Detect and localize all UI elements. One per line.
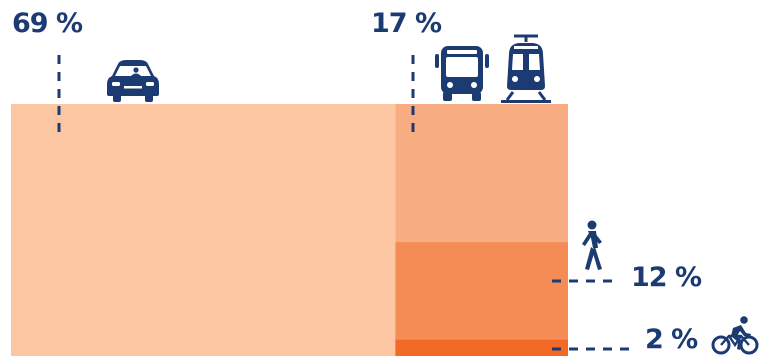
label-cycling-share: 2 % bbox=[645, 324, 698, 355]
cyclist-icon bbox=[711, 316, 759, 355]
block-walking bbox=[395, 242, 568, 341]
segment-blocks bbox=[11, 104, 568, 356]
pedestrian-icon bbox=[582, 220, 602, 270]
leader-lines bbox=[57, 55, 635, 351]
block-public-transport bbox=[395, 104, 568, 243]
car-icon bbox=[107, 60, 159, 102]
block-car bbox=[11, 104, 396, 356]
label-car-share: 69 % bbox=[12, 8, 83, 39]
label-walking-share: 12 % bbox=[631, 262, 702, 293]
tram-icon bbox=[501, 34, 551, 103]
block-cycling bbox=[395, 339, 568, 356]
label-public-transport-share: 17 % bbox=[371, 8, 442, 39]
bus-icon bbox=[435, 46, 489, 101]
